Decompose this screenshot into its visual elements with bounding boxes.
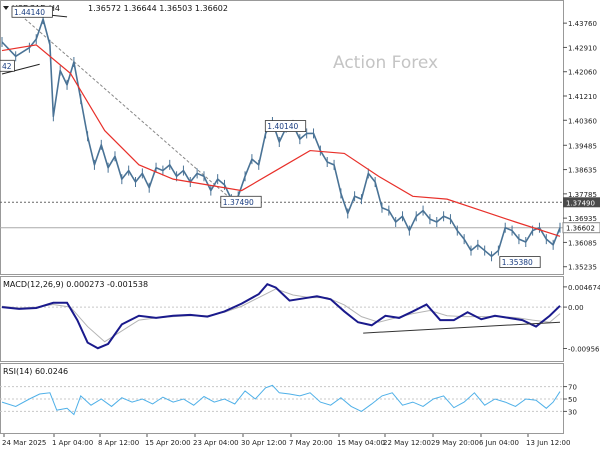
x-tick-label: 15 May 04:00 <box>337 439 385 447</box>
annotation-box <box>11 5 53 18</box>
y-tick-label: 0.004674 <box>568 284 600 292</box>
price-panel-frame <box>0 0 564 275</box>
macd-line <box>1 282 561 350</box>
moving-average-line <box>1 44 561 237</box>
price-layer: 1.43760 1.42910 1.42060 1.41210 1.40360 1.394… <box>0 5 600 272</box>
rsi-layer: 70 50 30 <box>0 384 577 416</box>
x-tick-label: 23 Apr 04:00 <box>193 439 239 447</box>
x-tick-label: 24 Mar 2025 <box>2 439 46 447</box>
macd-layer: 0.004674 0.00 -0.009568 <box>0 282 600 354</box>
y-tick-label: 1.36085 <box>568 239 597 247</box>
x-tick-label: 22 May 12:00 <box>383 439 431 447</box>
y-tick-label: 1.36935 <box>568 215 597 223</box>
y-tick-label: 1.38635 <box>568 167 597 175</box>
x-tick-label: 30 Apr 12:00 <box>241 439 287 447</box>
x-tick-label: 13 Jun 12:00 <box>526 439 570 447</box>
rsi-line <box>1 384 561 416</box>
y-tick-label: 1.41210 <box>568 93 597 101</box>
x-axis: 24 Mar 2025 1 Apr 04:00 8 Apr 12:00 15 Apr … <box>2 434 570 447</box>
y-tick-label: 1.39485 <box>568 142 597 150</box>
y-tick-label: 1.37785 <box>568 191 597 199</box>
trendline <box>1 63 40 75</box>
y-tick-label: 1.40360 <box>568 117 597 125</box>
annotation-box <box>220 195 262 208</box>
x-tick-label: 7 May 20:00 <box>289 439 333 447</box>
last-price-tag <box>562 222 600 234</box>
annotation-label: 1.40140 <box>267 122 298 131</box>
y-tick-label: 1.35235 <box>568 264 597 272</box>
y-tick-label: 70 <box>568 384 577 392</box>
macd-trendline <box>363 321 561 334</box>
annotation-label: 42 <box>2 62 12 71</box>
x-tick-label: 6 Jun 04:00 <box>479 439 519 447</box>
annotation-label: 1.44140 <box>14 8 45 17</box>
y-tick-label: 30 <box>568 408 577 416</box>
x-tick-label: 15 Apr 20:00 <box>145 439 191 447</box>
price-line <box>1 18 561 258</box>
rsi-title: RSI(14) 60.0246 <box>3 367 68 376</box>
ohlc-values: 1.36572 1.36644 1.36503 1.36602 <box>88 4 228 13</box>
y-tick-label: 0.00 <box>568 304 584 312</box>
dotted-line-price-label: 1.37490 <box>566 199 595 207</box>
x-tick-label: 8 Apr 12:00 <box>98 439 139 447</box>
watermark: Action Forex <box>333 53 438 73</box>
macd-panel-frame <box>0 276 564 362</box>
last-price-label: 1.36602 <box>566 225 595 233</box>
annotation-box <box>264 120 307 132</box>
trendline <box>17 11 236 203</box>
dotted-line-price-tag <box>563 197 600 208</box>
annotation-label: 1.35380 <box>502 258 533 267</box>
y-tick-label: -0.009568 <box>568 346 600 354</box>
x-tick-label: 29 May 20:00 <box>431 439 479 447</box>
annotation-box <box>499 256 541 268</box>
triangle-down-icon <box>3 6 9 10</box>
y-tick-label: 1.43760 <box>568 20 597 28</box>
macd-title: MACD(12,26,9) 0.000273 -0.001538 <box>3 280 148 289</box>
y-tick-label: 1.42910 <box>568 44 597 52</box>
y-tick-label: 1.42060 <box>568 69 597 77</box>
x-tick-label: 1 Apr 04:00 <box>52 439 93 447</box>
macd-signal-line <box>1 288 561 343</box>
annotation-label: 1.37490 <box>223 198 254 207</box>
annotation-box <box>0 59 15 72</box>
y-tick-label: 50 <box>568 396 577 404</box>
